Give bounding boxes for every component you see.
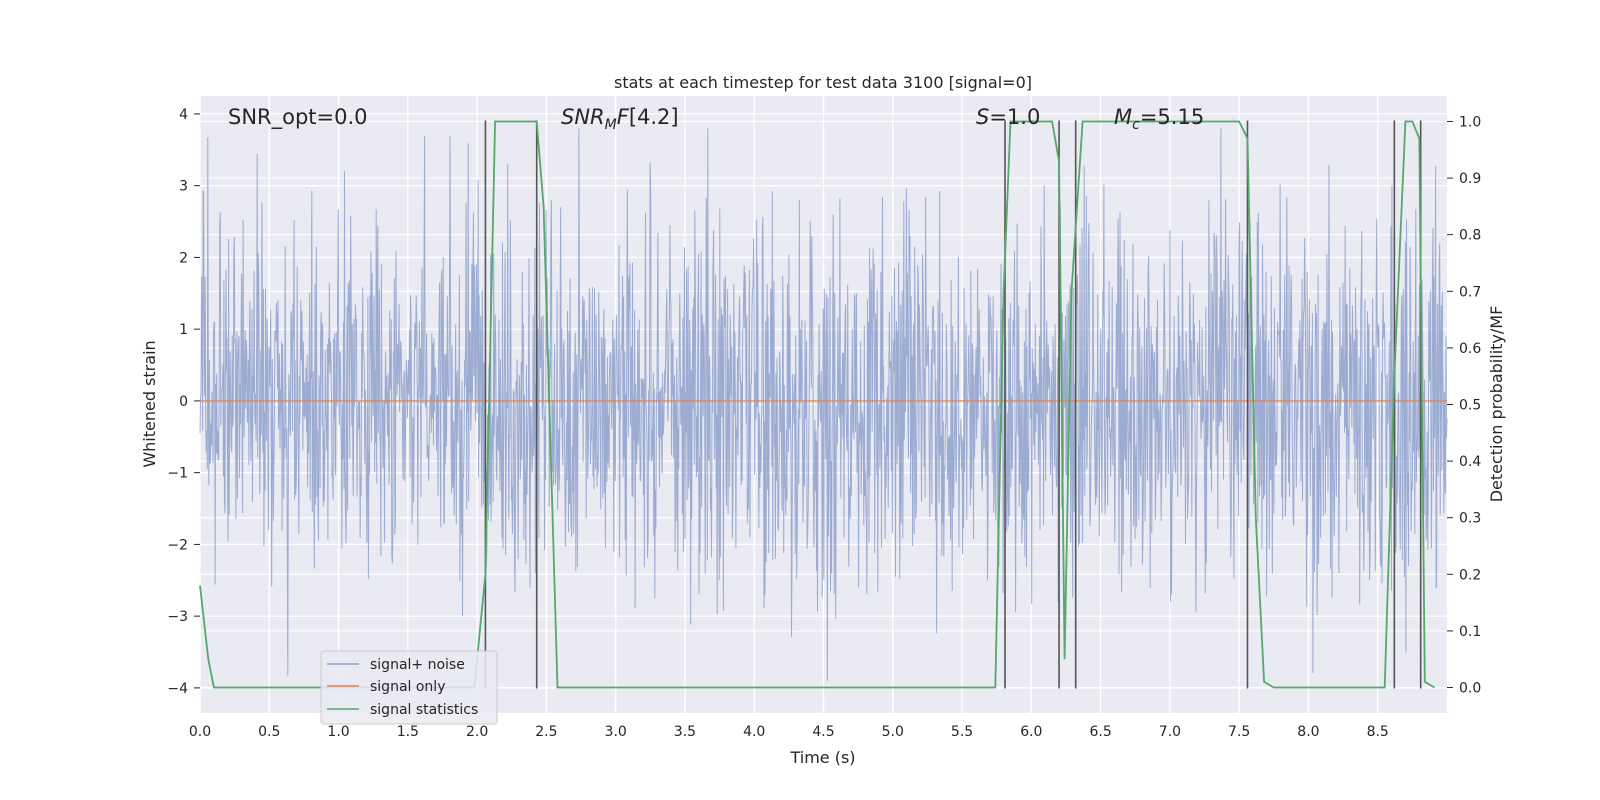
y2-tick-label: 0.5: [1459, 398, 1481, 414]
x-tick-label: 6.0: [1020, 724, 1042, 740]
y-tick-label: −4: [167, 681, 188, 697]
y-tick-label: 0: [179, 394, 188, 410]
vertical-markers: [484, 120, 1422, 689]
y-tick-label: −1: [167, 466, 188, 482]
x-tick-label: 7.0: [1159, 724, 1181, 740]
x-tick-label: 3.0: [605, 724, 627, 740]
y2-ticks: 1.0 0.9 0.8 0.7 0.6 0.5 0.4 0.3 0.2 0.1 0.0: [1447, 114, 1481, 697]
y-tick-label: −2: [167, 537, 188, 553]
y-tick-label: 2: [179, 250, 188, 266]
x-tick-label: 2.0: [466, 724, 488, 740]
y-tick-label: 3: [179, 179, 188, 195]
x-tick-label: 8.0: [1297, 724, 1319, 740]
legend-box: [320, 650, 498, 725]
y2-tick-label: 0.3: [1459, 511, 1481, 527]
x-axis-label: Time (s): [789, 748, 855, 767]
legend-label-signal-only: signal only: [370, 679, 445, 695]
legend-label-signal-noise: signal+ noise: [370, 657, 465, 673]
y2-tick-label: 0.0: [1459, 681, 1481, 697]
noise-line: [199, 128, 1448, 681]
annotation-snr-opt: SNR_opt=0.0: [228, 105, 368, 130]
y-tick-label: −3: [167, 609, 188, 625]
y2-tick-label: 0.2: [1459, 567, 1481, 583]
x-tick-label: 1.5: [397, 724, 419, 740]
x-ticks: 0.0 0.5 1.0 1.5 2.0 2.5 3.0 3.5 4.0 4.5 5.0 5.5 6.0 6…: [189, 724, 1389, 740]
x-tick-label: 4.0: [743, 724, 765, 740]
x-tick-label: 4.5: [812, 724, 834, 740]
signal-statistics-line: [199, 120, 1435, 689]
x-tick-label: 1.0: [327, 724, 349, 740]
y2-tick-label: 0.7: [1459, 284, 1481, 300]
annotation-snr-mf: SNRMF[4.2]: [561, 105, 679, 133]
x-tick-label: 5.5: [951, 724, 973, 740]
chart-title: stats at each timestep for test data 310…: [614, 73, 1032, 92]
x-tick-label: 3.5: [674, 724, 696, 740]
y2-tick-label: 0.1: [1459, 624, 1481, 640]
y2-tick-label: 1.0: [1459, 114, 1481, 130]
y-ticks: 4 3 2 1 0 −1 −2 −3 −4: [167, 107, 200, 697]
y2-axis-label: Detection probability/MF: [1487, 306, 1506, 503]
x-tick-label: 0.0: [189, 724, 211, 740]
x-tick-label: 6.5: [1089, 724, 1111, 740]
legend-label-signal-statistics: signal statistics: [370, 702, 478, 718]
y2-tick-label: 0.9: [1459, 171, 1481, 187]
y-tick-label: 4: [179, 107, 188, 123]
x-tick-label: 7.5: [1228, 724, 1250, 740]
annotation-mc: Mc=5.15: [1114, 105, 1204, 133]
series-signal-statistics: [199, 120, 1435, 689]
x-tick-label: 8.5: [1367, 724, 1389, 740]
series-signal-noise: [199, 128, 1448, 681]
x-tick-label: 2.5: [535, 724, 557, 740]
y-axis-label: Whitened strain: [140, 340, 159, 467]
annotation-s: S=1.0: [976, 105, 1040, 129]
y2-tick-label: 0.8: [1459, 228, 1481, 244]
y2-tick-label: 0.6: [1459, 341, 1481, 357]
y-tick-label: 1: [179, 322, 188, 338]
legend: signal+ noise signal only signal statist…: [320, 650, 498, 725]
x-tick-label: 5.0: [882, 724, 904, 740]
x-tick-label: 0.5: [258, 724, 280, 740]
y2-tick-label: 0.4: [1459, 454, 1481, 470]
